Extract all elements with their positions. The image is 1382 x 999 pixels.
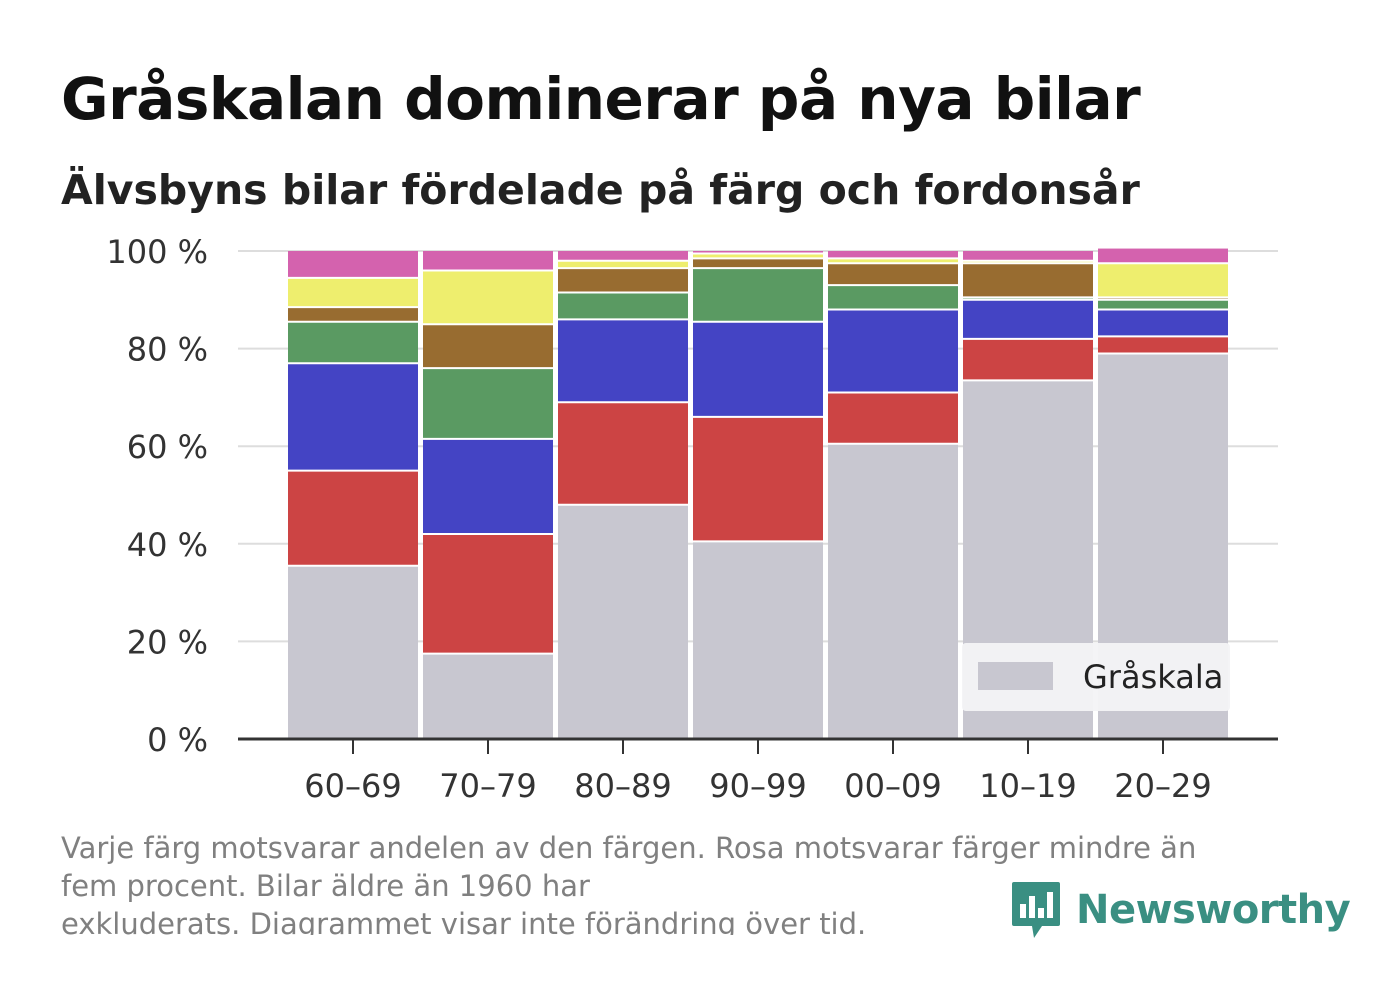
bar-segment (423, 251, 553, 271)
chart-title: Gråskalan dominerar på nya bilar (61, 65, 1141, 133)
bar-segment (963, 251, 1093, 261)
x-tick-label: 70–79 (439, 767, 536, 805)
bar-segment (558, 260, 688, 269)
bar-segment (828, 392, 958, 444)
bar-segment (693, 253, 823, 259)
newsworthy-brand: Newsworthy (1010, 878, 1351, 942)
bar-segment (423, 324, 553, 369)
bar-segment (828, 285, 958, 310)
bar-segment (288, 307, 418, 322)
bar-segment (693, 416, 823, 542)
bar-segment (693, 321, 823, 417)
bar-segment (288, 470, 418, 566)
bar-segment (558, 268, 688, 293)
bar-segment (693, 541, 823, 739)
bar-segment (1098, 309, 1228, 337)
bar-segment (288, 321, 418, 364)
axes: 0 % 20 % 40 % 60 % 80 % 100 % 60–69 70–79 80–89 9… (106, 233, 1278, 805)
bar-segment (288, 363, 418, 471)
bar-segment (558, 402, 688, 505)
bar-segment (423, 270, 553, 325)
bar-segment (693, 268, 823, 322)
bar-segment (693, 258, 823, 269)
bar-segment (1098, 297, 1228, 300)
bar-segment (423, 368, 553, 439)
bar-segment (1098, 336, 1228, 354)
bar-segment (963, 297, 1093, 300)
bar-segment (288, 565, 418, 739)
footnote: Varje färg motsvarar andelen av den färg… (61, 829, 1301, 935)
y-tick-label: 100 % (106, 233, 208, 271)
y-tick-label: 0 % (147, 721, 208, 759)
bar-segment (963, 263, 1093, 298)
bar-segment (423, 653, 553, 739)
y-tick-label: 60 % (127, 428, 208, 466)
x-tick-label: 90–99 (709, 767, 806, 805)
legend-box (962, 643, 1230, 711)
bar-segment (558, 319, 688, 403)
bar-segment (423, 534, 553, 654)
bars (288, 248, 1228, 739)
x-tick-label: 00–09 (844, 767, 941, 805)
y-tick-label: 20 % (127, 623, 208, 661)
legend-swatch-gråskala (978, 662, 1053, 690)
x-tick-label: 80–89 (574, 767, 671, 805)
bar-segment (828, 443, 958, 739)
bar-segment (1098, 299, 1228, 310)
bar-segment (558, 504, 688, 739)
newsworthy-logo-icon (1012, 882, 1060, 938)
bar-segment (288, 251, 418, 278)
x-tick-label: 20–29 (1114, 767, 1211, 805)
legend: Gråskala (962, 643, 1230, 711)
bar-segment (558, 292, 688, 320)
chart-subtitle: Älvsbyns bilar fördelade på färg och for… (61, 166, 1140, 214)
bar-segment (1098, 248, 1228, 264)
footnote-line-1: Varje färg motsvarar andelen av den färg… (61, 831, 1197, 865)
bar-segment (828, 309, 958, 393)
bar-segment (693, 251, 823, 254)
bar-segment (963, 299, 1093, 339)
bar-segment (828, 251, 958, 259)
bar-segment (828, 258, 958, 264)
bar-segment (1098, 263, 1228, 298)
bar-segment (963, 260, 1093, 264)
y-tick-label: 40 % (127, 526, 208, 564)
footnote-line-3: exkluderats. Diagrammet visar inte förän… (61, 907, 867, 935)
bar-segment (423, 438, 553, 535)
x-tick-label: 10–19 (979, 767, 1076, 805)
y-tick-label: 80 % (127, 331, 208, 369)
bar-segment (828, 263, 958, 286)
brand-name: Newsworthy (1076, 887, 1351, 933)
x-tick-label: 60–69 (304, 767, 401, 805)
footnote-line-2: fem procent. Bilar äldre än 1960 har (61, 869, 590, 903)
bar-segment (288, 277, 418, 308)
bar-segment (963, 338, 1093, 381)
legend-label-gråskala: Gråskala (1083, 658, 1223, 696)
bar-segment (558, 251, 688, 261)
